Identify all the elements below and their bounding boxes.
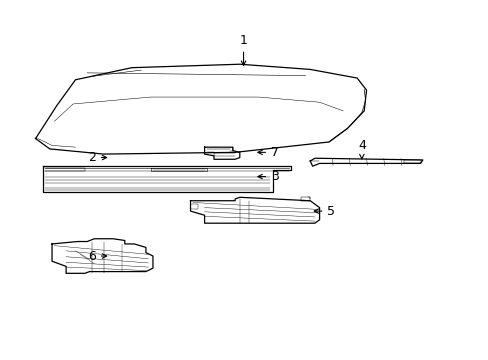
- Text: 5: 5: [314, 204, 335, 217]
- Text: 2: 2: [88, 151, 106, 164]
- Text: 1: 1: [239, 33, 247, 66]
- Text: 3: 3: [257, 170, 278, 183]
- Text: 6: 6: [88, 249, 106, 262]
- Text: 7: 7: [257, 146, 279, 159]
- Text: 4: 4: [357, 139, 365, 159]
